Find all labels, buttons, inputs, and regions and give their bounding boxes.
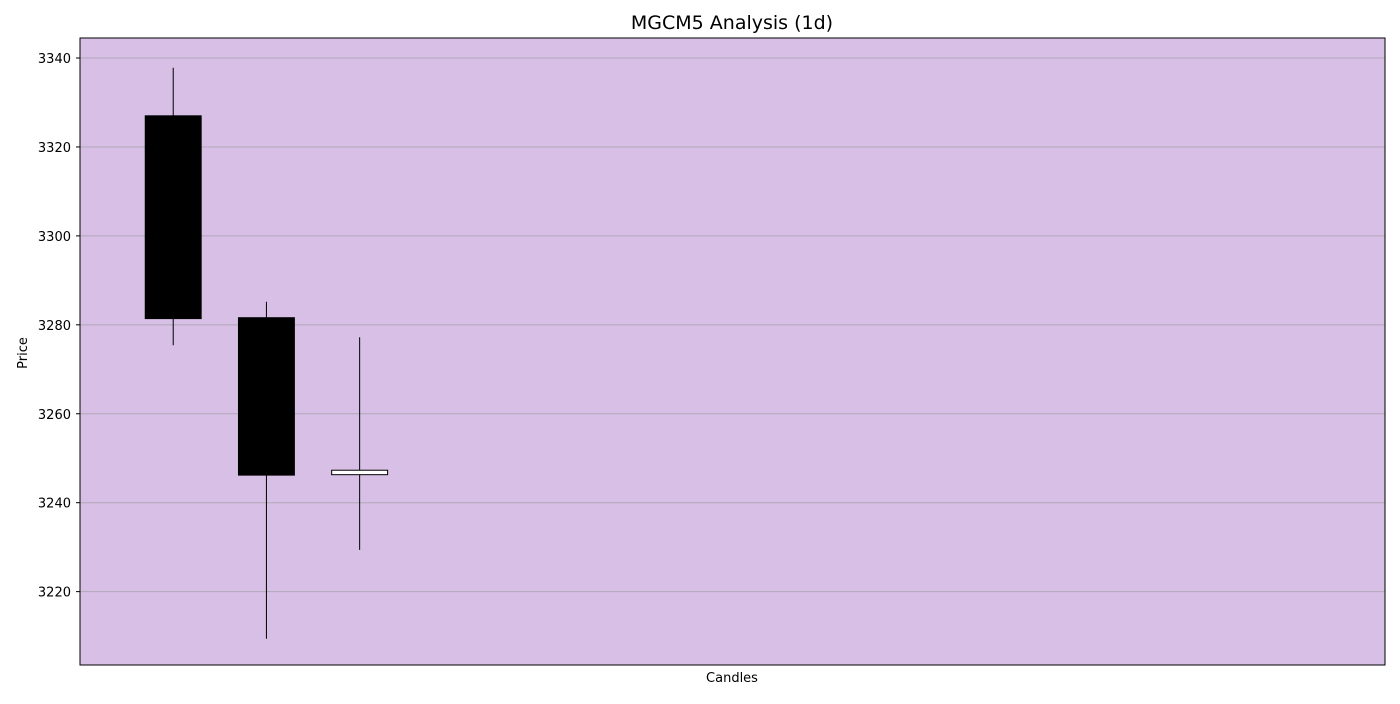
y-tick-label: 3300 [38, 230, 71, 245]
y-axis-label: Price [16, 337, 31, 369]
y-tick-label: 3220 [38, 586, 71, 601]
y-tick-label: 3280 [38, 319, 71, 334]
grid-lines [80, 57, 1385, 593]
candle-body [237, 317, 295, 476]
candles [144, 67, 389, 639]
y-axis-ticks: 3220 3240 3260 3280 3300 3320 3340 [38, 52, 80, 601]
candle-body [144, 115, 202, 320]
x-axis-label: Candles [706, 671, 758, 686]
plot-frame [79, 37, 1386, 666]
y-tick-label: 3320 [38, 141, 71, 156]
plot-area [80, 38, 1385, 665]
y-tick-label: 3240 [38, 497, 71, 512]
candle-body [331, 469, 389, 476]
y-tick-label: 3260 [38, 408, 71, 423]
chart-title: MGCM5 Analysis (1d) [631, 12, 833, 34]
y-tick-label: 3340 [38, 52, 71, 67]
